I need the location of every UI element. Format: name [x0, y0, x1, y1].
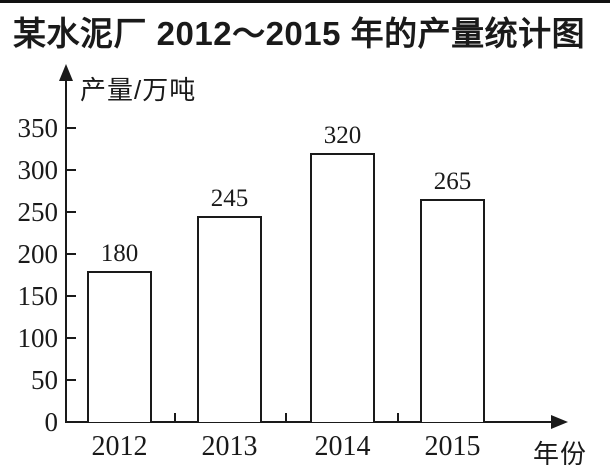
- y-tick-mark: [67, 295, 76, 297]
- bar-2015: [420, 199, 485, 422]
- y-tick-mark: [67, 169, 76, 171]
- x-tick-label-2015: 2015: [424, 431, 481, 462]
- y-tick-mark: [67, 127, 76, 129]
- y-tick-mark: [67, 379, 76, 381]
- y-tick-label: 350: [17, 113, 59, 143]
- bar-2014: [310, 153, 375, 422]
- y-tick-label: 150: [17, 281, 59, 311]
- x-minor-tick-mark: [174, 413, 176, 422]
- y-tick-label: 100: [17, 323, 59, 353]
- x-axis-arrow-icon: [551, 415, 568, 429]
- x-minor-tick-mark: [285, 413, 287, 422]
- chart-title: 某水泥厂 2012～2015 年的产量统计图: [13, 15, 586, 52]
- bar-2013: [197, 216, 262, 422]
- x-tick-label-2013: 2013: [201, 431, 258, 462]
- y-axis-line: [65, 78, 67, 423]
- y-tick-label: 50: [31, 365, 58, 395]
- y-tick-label: 0: [44, 407, 59, 437]
- y-axis-arrow-icon: [59, 64, 73, 81]
- y-tick-label: 250: [17, 197, 59, 227]
- y-axis-label: 产量/万吨: [80, 75, 197, 105]
- y-tick-label: 300: [17, 155, 59, 185]
- bar-value-label-2013: 245: [210, 185, 249, 212]
- y-tick-mark: [67, 211, 76, 213]
- x-tick-label-2012: 2012: [91, 431, 148, 462]
- bar-value-label-2015: 265: [433, 168, 472, 195]
- x-axis-label: 年份: [533, 439, 588, 465]
- y-tick-mark: [67, 253, 76, 255]
- bar-value-label-2012: 180: [100, 240, 139, 267]
- x-axis-line: [65, 421, 555, 423]
- bar-2012: [87, 271, 152, 422]
- top-border-line: [0, 0, 610, 3]
- x-minor-tick-mark: [397, 413, 399, 422]
- y-tick-label: 200: [17, 239, 59, 269]
- x-tick-label-2014: 2014: [314, 431, 371, 462]
- bar-value-label-2014: 320: [323, 122, 362, 149]
- y-tick-mark: [67, 337, 76, 339]
